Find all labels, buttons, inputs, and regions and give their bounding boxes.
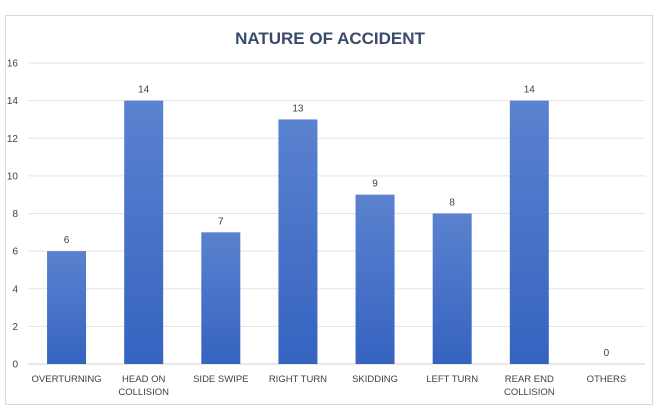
bar xyxy=(509,100,549,364)
bar xyxy=(355,194,395,364)
chart-title: NATURE OF ACCIDENT xyxy=(235,29,425,48)
y-tick-label: 2 xyxy=(12,322,18,333)
bar xyxy=(47,251,87,364)
y-tick-label: 16 xyxy=(7,59,19,70)
x-tick-label: COLLISION xyxy=(118,387,169,398)
bars xyxy=(47,100,549,364)
x-tick-label: RIGHT TURN xyxy=(269,374,327,385)
x-tick-label: REAR END xyxy=(505,374,554,385)
y-tick-label: 0 xyxy=(12,360,18,371)
y-tick-label: 10 xyxy=(7,171,19,182)
data-label: 13 xyxy=(292,103,304,114)
x-tick-label: COLLISION xyxy=(504,387,555,398)
bar xyxy=(124,100,164,364)
bar xyxy=(278,119,318,364)
bar xyxy=(201,232,241,364)
grid-lines xyxy=(28,62,645,365)
data-label: 14 xyxy=(524,85,536,96)
bar xyxy=(432,213,472,364)
x-tick-label: OTHERS xyxy=(587,374,627,385)
x-tick-label: HEAD ON xyxy=(122,374,165,385)
data-label: 0 xyxy=(604,348,610,359)
data-label: 7 xyxy=(218,216,224,227)
x-tick-label: SIDE SWIPE xyxy=(193,374,248,385)
y-tick-label: 12 xyxy=(7,134,19,145)
x-axis-categories: OVERTURNING HEAD ON COLLISION SIDE SWIPE RIG… xyxy=(32,374,627,398)
y-tick-label: 6 xyxy=(12,247,18,258)
data-label: 9 xyxy=(372,179,378,190)
data-label: 14 xyxy=(138,85,150,96)
data-label: 8 xyxy=(449,198,455,209)
data-labels: 6 14 7 13 9 8 14 0 xyxy=(64,85,610,359)
x-tick-label: LEFT TURN xyxy=(426,374,478,385)
data-label: 6 xyxy=(64,235,70,246)
y-tick-label: 4 xyxy=(12,284,18,295)
y-tick-label: 8 xyxy=(12,209,18,220)
y-tick-label: 14 xyxy=(7,96,19,107)
x-tick-label: OVERTURNING xyxy=(32,374,102,385)
x-tick-label: SKIDDING xyxy=(352,374,398,385)
y-axis-ticks: 0 2 4 6 8 10 12 14 16 xyxy=(7,59,19,371)
